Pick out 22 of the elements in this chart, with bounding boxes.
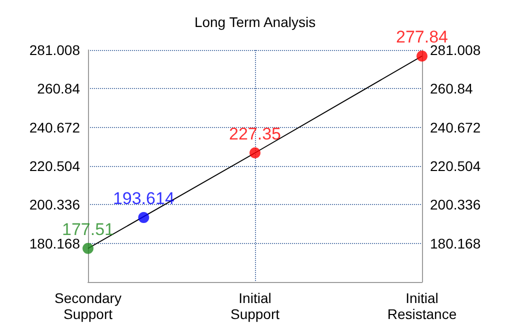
y2-tick-label: 281.008 bbox=[430, 42, 481, 58]
y-tick-label: 220.504 bbox=[29, 158, 80, 174]
y-tick-label: 281.008 bbox=[29, 42, 80, 58]
chart-title: Long Term Analysis bbox=[194, 14, 316, 30]
x-tick-label: Initial Support bbox=[230, 290, 280, 322]
y-tick-label: 200.336 bbox=[29, 196, 80, 213]
y2-tick-label: 220.504 bbox=[430, 158, 481, 174]
data-label: 193.614 bbox=[112, 189, 174, 208]
point bbox=[82, 242, 94, 254]
point bbox=[138, 212, 150, 224]
y-tick-label: 240.672 bbox=[29, 119, 80, 136]
x-tick-label: Initial Resistance bbox=[387, 290, 457, 322]
y2-tick-label: 200.336 bbox=[430, 196, 481, 213]
x-tick-label: Secondary Support bbox=[54, 290, 122, 322]
y2-tick-label: 240.672 bbox=[430, 119, 481, 136]
point bbox=[416, 50, 428, 62]
data-label: 227.35 bbox=[229, 124, 281, 144]
y2-tick-label: 180.168 bbox=[430, 235, 481, 252]
point bbox=[250, 147, 260, 158]
y-tick-label: 260.84 bbox=[37, 80, 80, 97]
y-tick-label: 180.168 bbox=[29, 235, 80, 252]
y2-tick-label: 260.84 bbox=[430, 80, 474, 97]
